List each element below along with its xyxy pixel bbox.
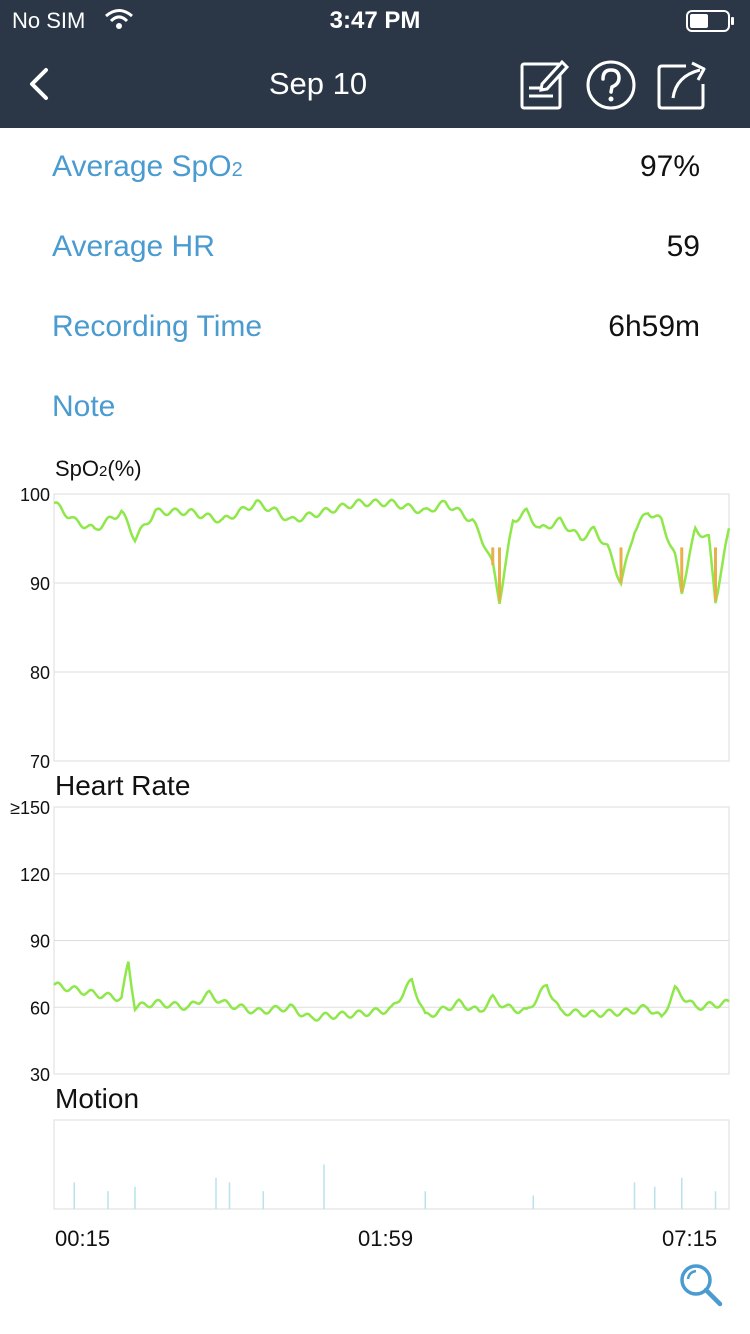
- note-label: Note: [52, 390, 116, 423]
- heart-rate-chart: ≥150 120 90 60 30: [10, 798, 730, 1085]
- spo2-chart-title: SpO2(%): [55, 456, 142, 481]
- heart-rate-chart-title: Heart Rate: [55, 770, 191, 801]
- app-header: No SIM 3:47 PM Sep 10: [0, 0, 750, 128]
- spo2-chart: 100 90 80 70: [20, 485, 731, 772]
- spo2-y-tick: 70: [30, 752, 50, 772]
- carrier-label: No SIM: [12, 8, 86, 33]
- hr-y-tick: 120: [20, 865, 50, 885]
- spo2-y-tick: 80: [30, 663, 50, 683]
- battery-icon: [686, 10, 734, 32]
- note-edit-icon[interactable]: [516, 58, 570, 112]
- motion-plot-frame: [53, 1119, 730, 1210]
- note-row[interactable]: Note: [52, 390, 700, 440]
- hr-y-tick: 60: [30, 998, 50, 1018]
- average-spo2-value: 97%: [639, 150, 700, 183]
- recording-time-value: 6h59m: [608, 310, 700, 343]
- spo2-series-line: [53, 498, 731, 605]
- hr-series-line: [53, 961, 730, 1022]
- average-spo2-label: Average SpO2: [52, 150, 243, 183]
- help-circle-icon[interactable]: [584, 58, 638, 112]
- wifi-icon: [105, 9, 133, 29]
- magnifier-icon[interactable]: [678, 1262, 724, 1308]
- spo2-plot-frame: [53, 493, 730, 762]
- x-tick-end: 07:15: [662, 1226, 718, 1251]
- average-spo2-row: Average SpO2 97%: [52, 150, 700, 200]
- status-bar: No SIM 3:47 PM: [0, 0, 750, 42]
- hr-y-tick: 90: [30, 932, 50, 952]
- page-title: Sep 10: [268, 66, 368, 101]
- recording-time-row: Recording Time 6h59m: [52, 310, 700, 360]
- hr-y-tick: 30: [30, 1065, 50, 1085]
- status-time: 3:47 PM: [329, 7, 421, 34]
- hr-y-tick: ≥150: [10, 798, 50, 818]
- nav-bar: Sep 10: [0, 42, 750, 128]
- spo2-y-tick: 90: [30, 574, 50, 594]
- x-tick-middle: 01:59: [358, 1226, 414, 1251]
- motion-chart: [53, 1119, 730, 1210]
- motion-chart-title: Motion: [55, 1083, 140, 1114]
- average-hr-value: 59: [666, 230, 700, 263]
- recording-time-label: Recording Time: [52, 310, 263, 343]
- spo2-y-tick: 100: [20, 485, 50, 505]
- share-icon[interactable]: [656, 58, 710, 112]
- x-tick-start: 00:15: [55, 1226, 111, 1251]
- chevron-left-icon[interactable]: [20, 62, 56, 106]
- average-hr-label: Average HR: [52, 230, 215, 263]
- average-hr-row: Average HR 59: [52, 230, 700, 280]
